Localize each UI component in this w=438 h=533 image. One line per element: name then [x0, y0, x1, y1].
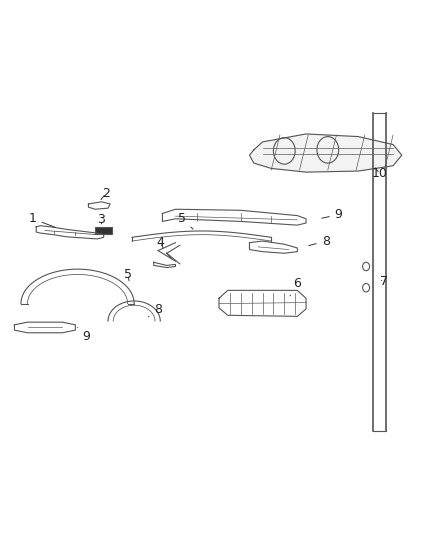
Text: 4: 4	[156, 236, 164, 249]
Polygon shape	[250, 134, 402, 172]
Text: 8: 8	[309, 235, 330, 247]
Text: 7: 7	[380, 275, 389, 288]
FancyBboxPatch shape	[95, 227, 113, 233]
Text: 10: 10	[372, 167, 388, 180]
Text: 5: 5	[178, 212, 193, 229]
Text: 2: 2	[101, 187, 110, 200]
Text: 3: 3	[98, 213, 106, 227]
Text: 9: 9	[322, 208, 343, 221]
Text: 6: 6	[290, 277, 301, 296]
Text: 9: 9	[78, 327, 90, 343]
Text: 1: 1	[29, 212, 55, 228]
Text: 5: 5	[124, 268, 131, 281]
Text: 8: 8	[148, 303, 162, 317]
